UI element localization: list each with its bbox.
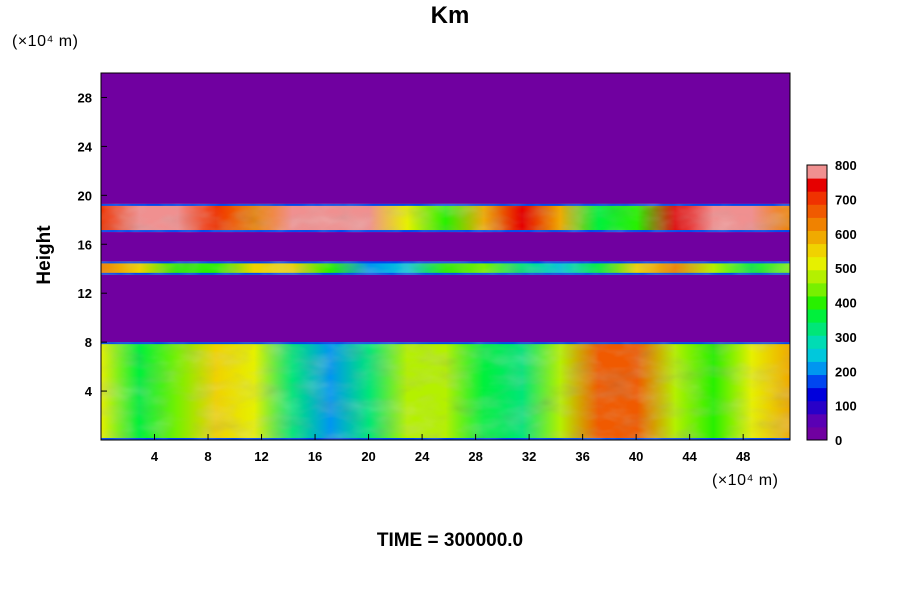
colorbar-swatch [807,204,827,218]
colorbar-swatch [807,348,827,362]
x-tick-label: 48 [736,449,750,464]
colorbar-swatch [807,191,827,205]
colorbar-tick-label: 600 [835,227,857,242]
y-tick-label: 16 [78,237,92,252]
colorbar-swatch [807,387,827,402]
x-tick-label: 28 [468,449,482,464]
chart-title: Km [430,2,470,29]
time-label: TIME = 300000.0 [376,530,524,551]
x-tick-label: 12 [254,449,268,464]
colorbar-swatch [807,256,827,271]
y-tick-label: 24 [78,139,93,154]
y-tick-label: 20 [78,188,92,203]
colorbar-tick-label: 700 [835,192,857,207]
x-tick-label: 8 [204,449,211,464]
colorbar-tick-label: 400 [835,296,857,311]
x-axis-unit: (×10⁴ m) [712,472,779,489]
colorbar-swatch [807,309,827,323]
colorbar-tick-label: 0 [835,433,842,448]
y-tick-label: 12 [78,286,92,301]
colorbar-swatch [807,295,827,310]
colorbar-swatch [807,335,827,349]
band-texture-1 [101,261,790,275]
colorbar-tick-label: 800 [835,158,857,173]
x-tick-label: 40 [629,449,643,464]
colorbar-swatch [807,217,827,231]
x-tick-label: 16 [308,449,322,464]
y-tick-label: 4 [85,384,93,399]
colorbar-swatch [807,374,827,389]
colorbar-tick-label: 300 [835,330,857,345]
y-tick-label: 28 [78,90,92,105]
y-tick-label: 8 [85,335,92,350]
colorbar-swatch [807,426,827,441]
colorbar-tick-label: 500 [835,261,857,276]
band-texture-2 [101,342,790,440]
x-tick-label: 36 [575,449,589,464]
band-texture-0 [101,203,790,233]
x-tick-label: 32 [522,449,536,464]
colorbar-swatch [807,230,827,245]
x-tick-label: 20 [361,449,375,464]
x-tick-label: 4 [151,449,159,464]
colorbar-swatch [807,322,827,336]
colorbar-tick-label: 200 [835,364,857,379]
colorbar-swatch [807,361,827,376]
colorbar-swatch [807,400,827,415]
colorbar-swatch [807,269,827,284]
colorbar-swatch [807,413,827,428]
y-axis-unit: (×10⁴ m) [12,33,79,50]
colorbar-swatch [807,243,827,258]
plot-frame [100,72,791,441]
colorbar-frame [806,164,828,441]
colorbar-swatch [807,282,827,297]
colorbar-swatch [807,178,827,192]
colorbar-swatch [807,165,827,179]
colorbar-tick-label: 100 [835,399,857,414]
x-tick-label: 44 [682,449,697,464]
x-tick-label: 24 [415,449,430,464]
